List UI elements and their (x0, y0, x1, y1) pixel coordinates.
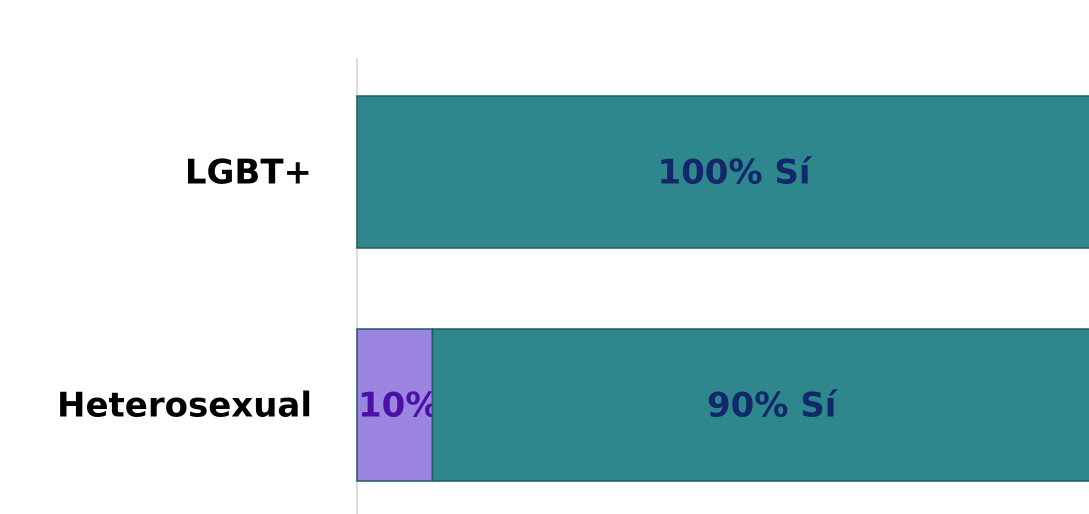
bar-segment (356, 328, 434, 482)
bar-segment (356, 95, 1089, 249)
category-label: LGBT+ (185, 153, 312, 193)
value-label: 90% Sí (707, 386, 839, 426)
bar-segment (431, 328, 1089, 482)
category-label: Heterosexual (57, 386, 312, 426)
value-label: 100% Sí (657, 153, 812, 193)
